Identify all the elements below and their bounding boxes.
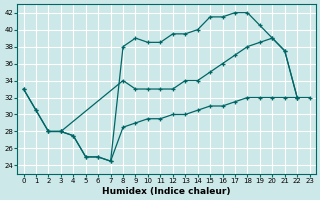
X-axis label: Humidex (Indice chaleur): Humidex (Indice chaleur) xyxy=(102,187,231,196)
